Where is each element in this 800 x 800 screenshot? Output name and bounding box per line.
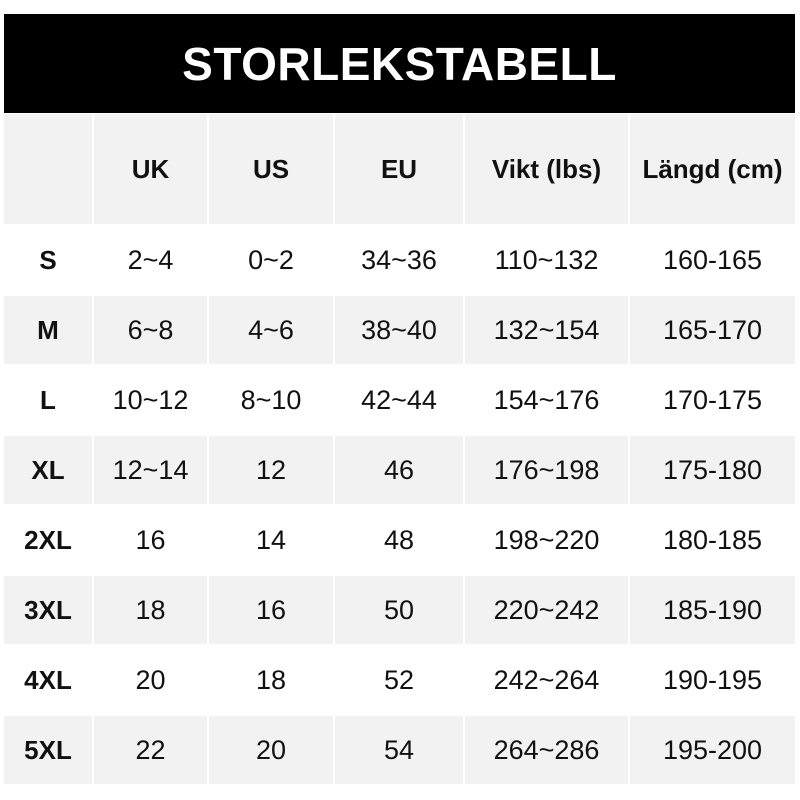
table-cell: 242~264 xyxy=(465,646,628,714)
table-cell: 198~220 xyxy=(465,506,628,574)
table-cell: 18 xyxy=(94,576,207,644)
table-row: 4XL 20 18 52 242~264 190-195 xyxy=(4,646,795,714)
table-header-row: UK US EU Vikt (lbs) Längd (cm) xyxy=(4,114,795,224)
table-cell: 175-180 xyxy=(630,436,795,504)
size-label: S xyxy=(4,226,92,294)
table-cell: 132~154 xyxy=(465,296,628,364)
table-cell: 4~6 xyxy=(209,296,333,364)
page-title: STORLEKSTABELL xyxy=(4,14,795,113)
table-cell: 46 xyxy=(335,436,463,504)
size-label: 4XL xyxy=(4,646,92,714)
table-cell: 10~12 xyxy=(94,366,207,434)
table-cell: 2~4 xyxy=(94,226,207,294)
table-cell: 0~2 xyxy=(209,226,333,294)
table-cell: 12~14 xyxy=(94,436,207,504)
table-cell: 185-190 xyxy=(630,576,795,644)
table-cell: 18 xyxy=(209,646,333,714)
table-cell: 16 xyxy=(209,576,333,644)
table-row: 3XL 18 16 50 220~242 185-190 xyxy=(4,576,795,644)
table-cell: 6~8 xyxy=(94,296,207,364)
table-cell: 12 xyxy=(209,436,333,504)
table-cell: 180-185 xyxy=(630,506,795,574)
table-cell: 264~286 xyxy=(465,716,628,784)
table-cell: 190-195 xyxy=(630,646,795,714)
table-row: L 10~12 8~10 42~44 154~176 170-175 xyxy=(4,366,795,434)
size-label: 3XL xyxy=(4,576,92,644)
size-label: 2XL xyxy=(4,506,92,574)
size-label: L xyxy=(4,366,92,434)
table-cell: 160-165 xyxy=(630,226,795,294)
table-cell: 20 xyxy=(209,716,333,784)
column-header: Längd (cm) xyxy=(630,114,795,224)
table-cell: 154~176 xyxy=(465,366,628,434)
table-cell: 52 xyxy=(335,646,463,714)
table-cell: 220~242 xyxy=(465,576,628,644)
table-row: XL 12~14 12 46 176~198 175-180 xyxy=(4,436,795,504)
table-row: M 6~8 4~6 38~40 132~154 165-170 xyxy=(4,296,795,364)
table-cell: 110~132 xyxy=(465,226,628,294)
size-label: XL xyxy=(4,436,92,504)
table-cell: 170-175 xyxy=(630,366,795,434)
table-row: S 2~4 0~2 34~36 110~132 160-165 xyxy=(4,226,795,294)
table-cell: 14 xyxy=(209,506,333,574)
column-header: US xyxy=(209,114,333,224)
column-header: Vikt (lbs) xyxy=(465,114,628,224)
table-cell: 176~198 xyxy=(465,436,628,504)
column-header: UK xyxy=(94,114,207,224)
table-cell: 50 xyxy=(335,576,463,644)
size-label: 5XL xyxy=(4,716,92,784)
table-cell: 54 xyxy=(335,716,463,784)
table-cell: 22 xyxy=(94,716,207,784)
table-cell: 8~10 xyxy=(209,366,333,434)
table-row: 5XL 22 20 54 264~286 195-200 xyxy=(4,716,795,784)
table-cell: 38~40 xyxy=(335,296,463,364)
size-table: UK US EU Vikt (lbs) Längd (cm) S 2~4 0~2 34~36 1… xyxy=(2,112,797,786)
table-cell: 20 xyxy=(94,646,207,714)
table-cell: 48 xyxy=(335,506,463,574)
table-cell: 34~36 xyxy=(335,226,463,294)
table-cell: 42~44 xyxy=(335,366,463,434)
table-cell: 165-170 xyxy=(630,296,795,364)
column-header: EU xyxy=(335,114,463,224)
column-header xyxy=(4,114,92,224)
size-label: M xyxy=(4,296,92,364)
table-cell: 16 xyxy=(94,506,207,574)
table-row: 2XL 16 14 48 198~220 180-185 xyxy=(4,506,795,574)
table-cell: 195-200 xyxy=(630,716,795,784)
